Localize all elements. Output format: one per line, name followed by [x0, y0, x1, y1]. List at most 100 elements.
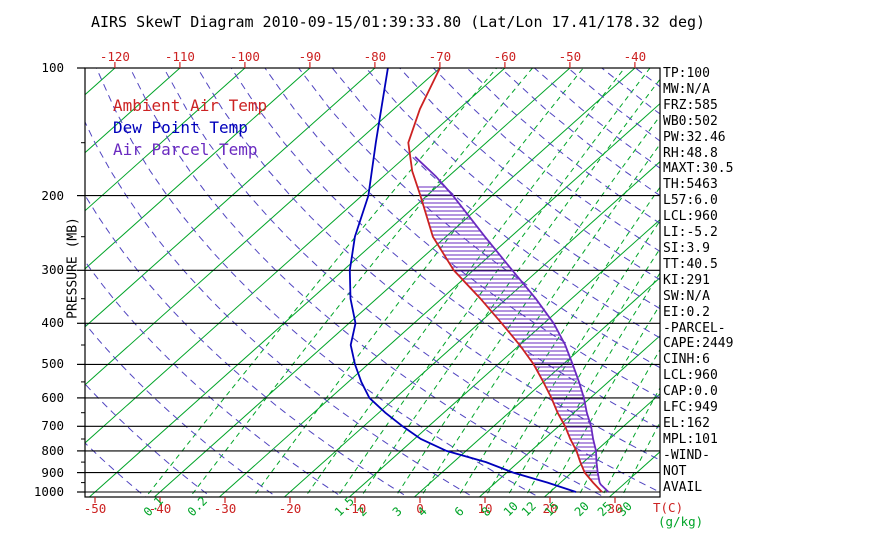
dry-adiabat-line: [433, 68, 660, 253]
dry-adiabat-line: [85, 194, 409, 497]
pressure-tick-label: 400: [41, 315, 64, 331]
dry-adiabat-line: [264, 68, 660, 399]
pressure-tick-label: 200: [41, 187, 64, 203]
top-temp-label: -80: [363, 49, 387, 64]
mixing-ratio-line: [457, 186, 660, 497]
stats-line: L57:6.0: [663, 193, 718, 209]
stats-line: EI:0.2: [663, 304, 710, 320]
temp-curve: [407, 68, 603, 493]
dry-adiabat-line: [95, 68, 540, 497]
dry-adiabat-line: [399, 68, 660, 281]
mixing-ratio-line: [420, 143, 660, 497]
mixing-ratio-line: [252, 68, 584, 497]
stats-line: EL:162: [663, 415, 710, 431]
dry-adiabat-line: [197, 68, 660, 461]
mixing-ratio-line: [547, 304, 660, 497]
stats-line: CAP:0.0: [663, 384, 718, 400]
top-temp-label: -100: [229, 49, 260, 64]
stats-line: FRZ:585: [663, 97, 718, 113]
isotherm-line: [85, 68, 441, 386]
bottom-temp-label: -50: [83, 501, 107, 516]
stats-line: TP:100: [663, 66, 710, 81]
dry-adiabat-line: [129, 68, 606, 497]
isotherm-line: [154, 68, 636, 497]
stats-line: SI:3.9: [663, 240, 710, 256]
isotherm-line: [89, 68, 571, 497]
mixing-ratio-line: [360, 78, 660, 497]
stats-line: PW:32.46: [663, 129, 726, 145]
mixing-ratio-line: [577, 348, 660, 497]
mixing-ratio-line: [524, 272, 660, 497]
dry-adiabat-line: [85, 322, 278, 497]
isotherm-line: [544, 393, 660, 497]
mixing-ratio-line: [506, 247, 660, 497]
top-temp-label: -40: [623, 49, 647, 64]
stats-panel: TP:100 MW:N/A FRZ:585 WB0:502 PW:32.46 RH:48.…: [663, 66, 733, 495]
legend-ambient-air-temp: Ambient Air Temp: [113, 96, 268, 115]
top-temp-label: -110: [164, 49, 195, 64]
legend-dew-point-temp: Dew Point Temp: [113, 118, 248, 137]
mixing-ratio-line: [621, 421, 660, 497]
pressure-tick-label: 900: [41, 464, 64, 480]
dry-adiabat-line: [365, 68, 660, 310]
isotherm-line: [85, 68, 506, 444]
dry-adiabat-line: [230, 68, 660, 430]
stats-line: NOT: [663, 463, 687, 479]
stats-line: -WIND-: [663, 447, 710, 463]
mixing-ratio-line: [394, 115, 660, 497]
pressure-tick-label: 700: [41, 418, 64, 434]
top-temp-label: -90: [298, 49, 322, 64]
stats-line: LCL:960: [663, 368, 718, 384]
parcel-curve: [414, 156, 610, 493]
page-title: AIRS SkewT Diagram 2010-09-15/01:39:33.8…: [90, 13, 706, 31]
stats-line: WB0:502: [663, 113, 718, 129]
stats-line: LCL:960: [663, 209, 718, 225]
legend-air-parcel-temp: Air Parcel Temp: [113, 140, 258, 159]
mixing-ratio-line: [336, 68, 651, 497]
stats-line: MPL:101: [663, 431, 718, 447]
dry-adiabat-line: [85, 120, 475, 497]
top-temp-label: -60: [493, 49, 517, 64]
bottom-temp-label: 20: [542, 501, 558, 516]
dry-adiabat-line: [331, 68, 660, 339]
isotherm-line: [414, 277, 660, 497]
stats-line: CAPE:2449: [663, 336, 734, 352]
stats-line: TT:40.5: [663, 256, 718, 272]
isotherm-line: [85, 68, 181, 154]
dry-adiabat-line: [85, 383, 212, 497]
top-temp-label: -120: [99, 49, 130, 64]
pressure-axis-title: PRESSURE (MB): [65, 217, 81, 319]
isotherm-line: [85, 68, 311, 270]
mixing-ratio-line: [189, 68, 533, 497]
pressure-tick-label: 500: [41, 356, 64, 372]
stats-line: KI:291: [663, 272, 710, 288]
pressure-tick-label: 1000: [33, 484, 64, 499]
bottom-temp-label: -10: [343, 501, 367, 516]
bottom-temp-label: -40: [148, 501, 172, 516]
isotherm-line: [85, 68, 246, 212]
dry-adiabat-line: [163, 68, 660, 493]
stats-line: AVAIL: [663, 479, 703, 495]
stats-line: SW:N/A: [663, 288, 710, 304]
temp-axis-unit-label: T(C): [653, 500, 684, 515]
pressure-tick-label: 600: [41, 389, 64, 405]
dry-adiabat-line: [85, 260, 344, 497]
stats-line: -PARCEL-: [663, 320, 726, 336]
isotherm-line: [479, 335, 660, 497]
pressure-tick-label: 800: [41, 442, 64, 458]
top-temp-label: -70: [428, 49, 452, 64]
stats-line: LI:-5.2: [663, 225, 718, 241]
stats-line: MW:N/A: [663, 81, 710, 97]
isotherm-line: [85, 68, 376, 328]
isotherm-line: [349, 219, 660, 497]
chart-legend: Ambient Air Temp Dew Point Temp Air Parc…: [113, 95, 267, 161]
mixing-ratio-line: [145, 68, 497, 497]
stats-line: RH:48.8: [663, 145, 718, 161]
pressure-tick-label: 100: [41, 60, 64, 75]
plot-border: [84, 67, 661, 498]
bottom-temp-label: 30: [607, 501, 623, 516]
mixing-ratio-axis-unit-label: (g/kg): [658, 514, 704, 529]
bottom-temp-label: 10: [477, 501, 493, 516]
